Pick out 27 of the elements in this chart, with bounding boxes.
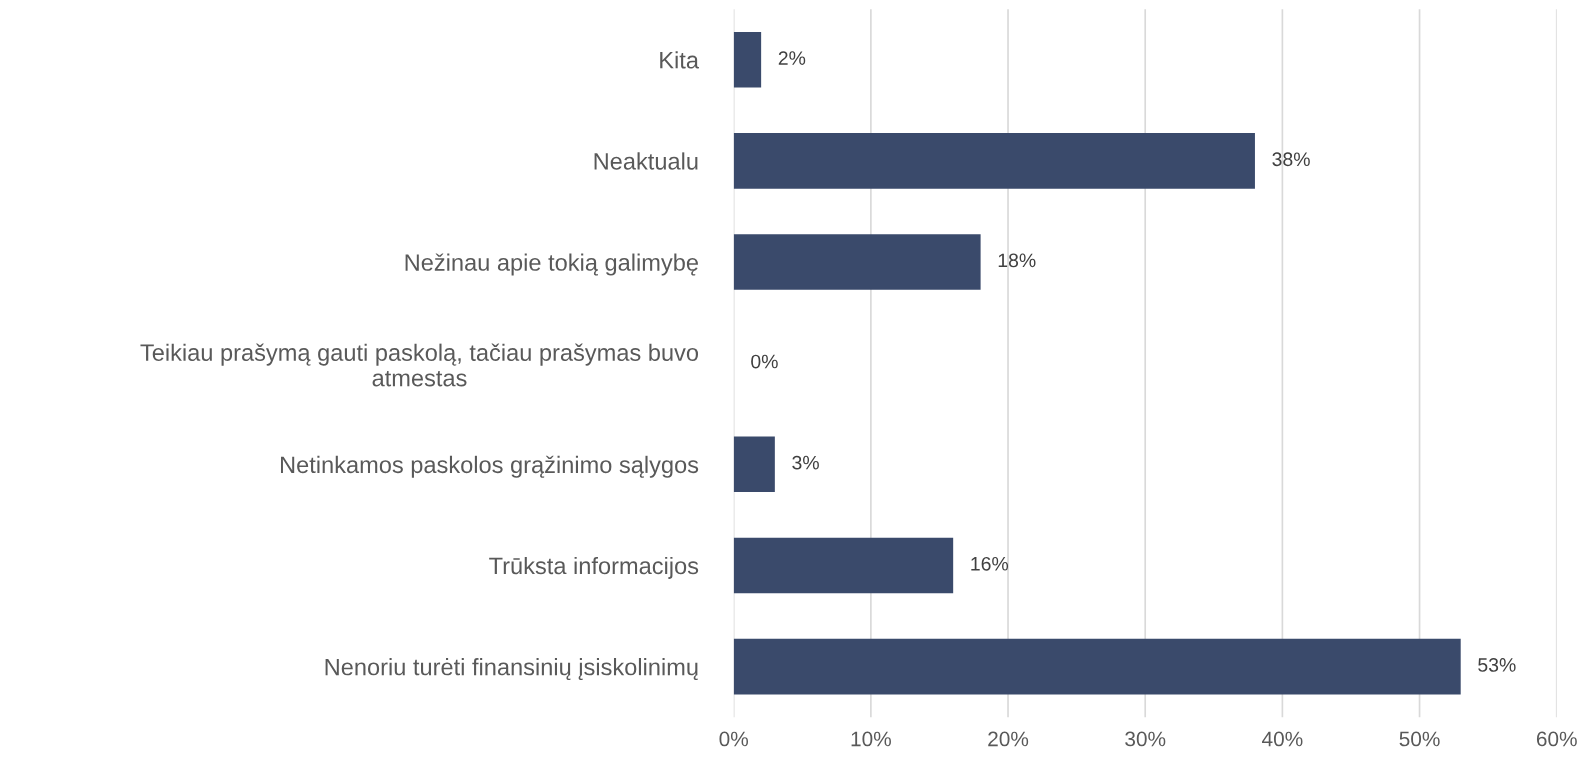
x-tick-label: 40% [1262, 731, 1303, 747]
data-label: 2% [778, 51, 806, 65]
x-tick-label: 0% [719, 731, 749, 747]
data-label: 0% [751, 354, 778, 369]
data-label: 3% [792, 455, 819, 470]
x-tick-label: 20% [988, 731, 1029, 747]
y-tick-label: Teikiau prašymą gauti paskolą, tačiau prašymas buvo atmestas [140, 343, 699, 387]
bar [733, 234, 981, 290]
data-label: 53% [1478, 658, 1516, 672]
bar [733, 31, 762, 88]
bar [733, 133, 1255, 189]
x-tick-label: 30% [1125, 731, 1166, 747]
y-tick-label: Neaktualu [594, 152, 698, 170]
y-tick-label: Nenoriu turėti finansinių įsiskolinimų [325, 658, 698, 681]
x-tick-label: 60% [1536, 731, 1577, 747]
x-tick-label: 50% [1399, 731, 1440, 747]
x-tick-label: 10% [851, 731, 891, 747]
y-tick-label: Trūksta informacijos [489, 556, 699, 579]
bar [733, 537, 954, 594]
data-label: 18% [998, 253, 1036, 268]
y-tick-label: Kita [660, 51, 699, 69]
bar [733, 436, 775, 493]
data-label: 16% [971, 556, 1009, 571]
data-label: 38% [1272, 152, 1310, 167]
y-tick-label: Netinkamos paskolos grąžinimo sąlygos [281, 455, 699, 478]
bar [733, 638, 1461, 695]
y-tick-label: Nežinau apie tokią galimybę [405, 253, 698, 276]
